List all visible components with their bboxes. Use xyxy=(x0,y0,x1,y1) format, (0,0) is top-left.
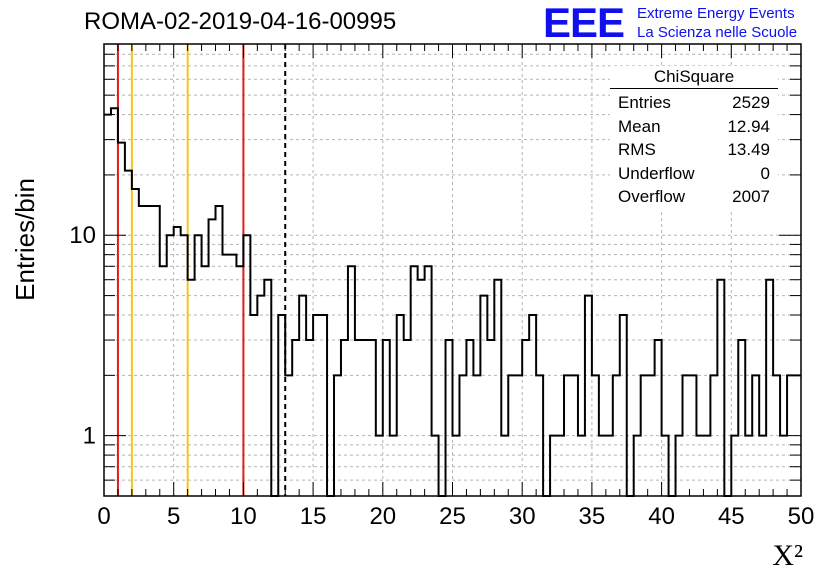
stats-value: 13.49 xyxy=(727,140,770,159)
stats-label: RMS xyxy=(618,140,656,159)
stats-label: Underflow xyxy=(618,163,695,183)
x-tick-label: 35 xyxy=(579,503,606,530)
stats-label: Overflow xyxy=(618,187,686,206)
stats-row-underflow: Underflow 0 xyxy=(610,162,778,186)
stats-box: ChiSquare Entries 2529 Mean 12.94 RMS 13.49… xyxy=(610,66,778,209)
x-tick-label: 25 xyxy=(439,503,466,530)
stats-label: Entries xyxy=(618,93,671,112)
stats-value: 12.94 xyxy=(727,116,770,136)
y-tick-label: 1 xyxy=(83,423,96,450)
y-tick-label: 10 xyxy=(69,222,96,249)
stats-label: Mean xyxy=(618,116,661,136)
stats-row-mean: Mean 12.94 xyxy=(610,115,778,139)
vertical-lines xyxy=(116,44,287,496)
stats-row-overflow: Overflow 2007 xyxy=(610,185,778,209)
eee-logo: EEE xyxy=(543,0,625,46)
axis-ticks xyxy=(103,43,802,497)
x-tick-label: 40 xyxy=(648,503,675,530)
x-tick-label: 30 xyxy=(509,503,536,530)
brand-line-1: Extreme Energy Events xyxy=(637,5,795,22)
stats-title: ChiSquare xyxy=(653,67,735,86)
stats-row-rms: RMS 13.49 xyxy=(610,138,778,162)
x-tick-label: 0 xyxy=(97,503,110,530)
tick-labels: 0 5 10 15 20 25 30 35 40 45 50 1 10 xyxy=(69,222,814,530)
x-tick-label: 10 xyxy=(230,503,257,530)
chart-title: ROMA-02-2019-04-16-00995 xyxy=(84,8,397,35)
stats-value: 2007 xyxy=(732,187,770,206)
stats-row-entries: Entries 2529 xyxy=(610,91,778,115)
stats-value: 2529 xyxy=(732,93,770,112)
x-tick-label: 50 xyxy=(788,503,815,530)
brand-line-2: La Scienza nelle Scuole xyxy=(637,24,798,41)
stats-divider xyxy=(610,88,778,89)
x-tick-label: 5 xyxy=(167,503,180,530)
x-tick-label: 45 xyxy=(718,503,745,530)
histogram-outline xyxy=(104,107,801,497)
y-axis-label: Entries/bin xyxy=(10,178,40,301)
x-tick-label: 20 xyxy=(369,503,396,530)
stats-value: 0 xyxy=(760,163,770,183)
x-axis-label: X² xyxy=(772,539,803,572)
x-tick-label: 15 xyxy=(300,503,327,530)
